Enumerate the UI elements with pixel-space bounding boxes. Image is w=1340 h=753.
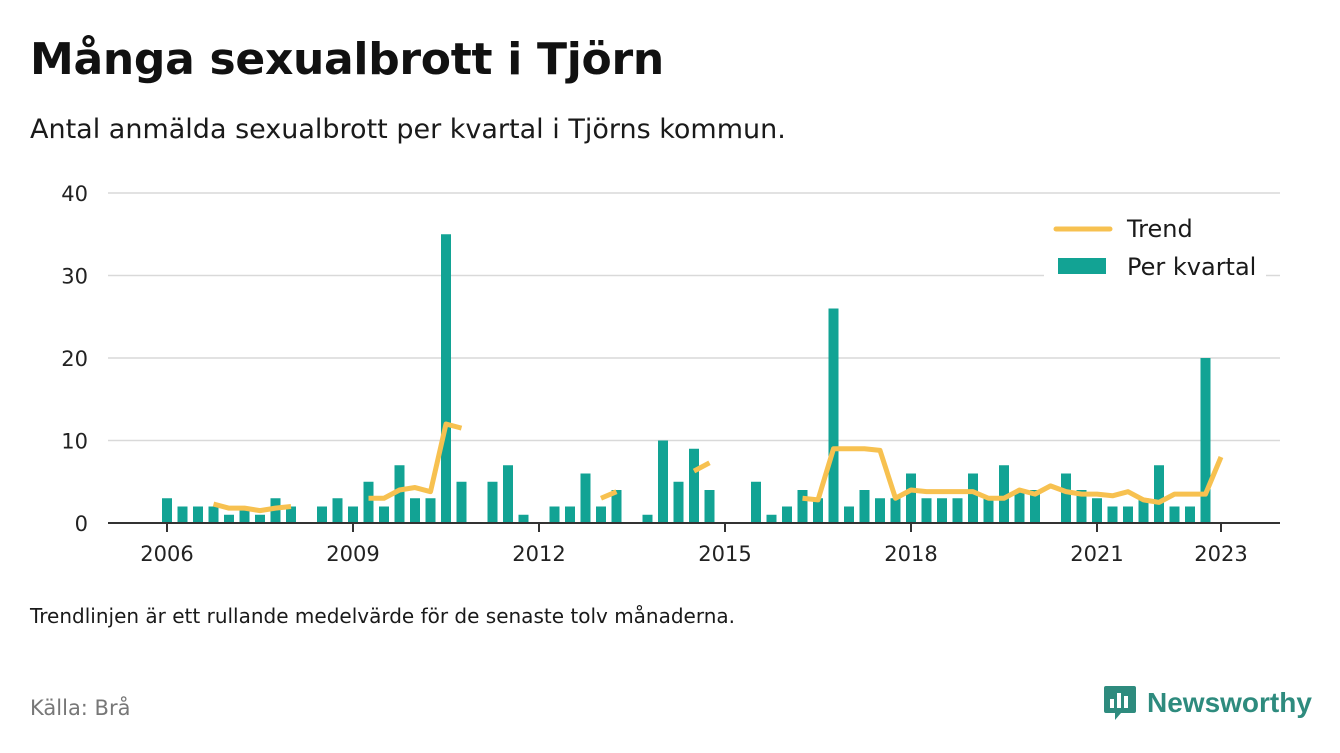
bar <box>1061 473 1071 523</box>
y-axis-labels: 0 10 20 30 40 <box>61 182 88 536</box>
bar <box>332 498 343 523</box>
bar <box>813 498 823 523</box>
newsworthy-logo-icon <box>1104 686 1136 720</box>
y-tick-label: 40 <box>61 182 88 206</box>
bar <box>1138 498 1149 523</box>
bar <box>1200 358 1211 523</box>
bar <box>1169 506 1180 523</box>
bar <box>642 514 653 523</box>
bar <box>952 498 963 523</box>
x-tick-label: 2021 <box>1070 542 1123 566</box>
bar <box>177 506 188 523</box>
bar <box>317 506 327 523</box>
trend-line <box>802 446 1224 505</box>
x-axis-ticks: 2006 2009 2012 2015 2018 2021 2023 <box>140 523 1248 566</box>
y-tick-label: 0 <box>75 512 88 536</box>
brand-logo: Newsworthy <box>1103 684 1312 722</box>
bar <box>394 465 405 523</box>
bar <box>999 465 1009 523</box>
y-tick-label: 30 <box>61 265 88 289</box>
bar <box>193 506 203 523</box>
bar <box>1076 490 1087 523</box>
bar <box>921 498 932 523</box>
trend-line <box>368 421 463 501</box>
bar <box>208 506 219 523</box>
bar <box>890 498 901 523</box>
x-tick-label: 2023 <box>1194 542 1247 566</box>
chart-title: Många sexualbrott i Tjörn <box>30 34 664 85</box>
bar <box>875 498 885 523</box>
bar <box>1107 506 1118 523</box>
bar <box>348 506 358 523</box>
bar <box>1030 490 1040 523</box>
bar <box>751 481 761 523</box>
bar <box>1185 506 1195 523</box>
bar <box>782 506 792 523</box>
bar <box>968 473 978 523</box>
legend: Trend Per kvartal <box>1044 206 1266 281</box>
trend-series <box>212 421 1224 514</box>
x-tick-label: 2009 <box>326 542 379 566</box>
legend-bar-label: Per kvartal <box>1127 253 1256 281</box>
bar <box>983 498 994 523</box>
bar <box>1014 490 1025 523</box>
bar <box>596 506 606 523</box>
bar <box>286 506 296 523</box>
bar <box>425 498 436 523</box>
bar <box>611 490 622 523</box>
bar <box>239 506 250 523</box>
x-tick-label: 2012 <box>512 542 565 566</box>
legend-trend-label: Trend <box>1126 215 1193 243</box>
bar <box>1154 465 1164 523</box>
chart-subtitle: Antal anmälda sexualbrott per kvartal i … <box>30 114 786 145</box>
bar <box>224 514 234 523</box>
x-tick-label: 2018 <box>884 542 937 566</box>
bar <box>503 465 513 523</box>
bar <box>673 481 684 523</box>
trend-line <box>692 460 711 474</box>
bar <box>766 514 777 523</box>
x-tick-label: 2015 <box>698 542 751 566</box>
bar <box>162 498 172 523</box>
bar <box>518 514 529 523</box>
y-tick-label: 20 <box>61 347 88 371</box>
chart: 0 10 20 30 40 2006 2009 2012 2015 2018 2021 2023 T… <box>61 182 1280 566</box>
bar <box>797 490 808 523</box>
bar <box>658 440 668 523</box>
bar <box>689 448 699 523</box>
bar <box>704 490 715 523</box>
bar <box>255 514 265 523</box>
bar <box>844 506 854 523</box>
bar <box>1123 506 1133 523</box>
x-tick-label: 2006 <box>140 542 193 566</box>
bar <box>565 506 575 523</box>
bar <box>487 481 498 523</box>
bar <box>456 481 467 523</box>
trend-line <box>600 489 618 501</box>
bar <box>379 506 389 523</box>
bar <box>410 498 420 523</box>
bar <box>828 308 839 523</box>
source-label: Källa: Brå <box>30 696 131 720</box>
trend-note: Trendlinjen är ett rullande medelvärde f… <box>30 604 736 628</box>
bar <box>937 498 947 523</box>
brand-name: Newsworthy <box>1147 687 1312 718</box>
bar <box>1092 498 1102 523</box>
bar <box>859 490 870 523</box>
legend-bar-swatch <box>1058 258 1106 274</box>
trend-line <box>212 501 292 514</box>
bar <box>441 234 451 523</box>
bar <box>363 481 374 523</box>
bar <box>906 473 916 523</box>
y-tick-label: 10 <box>61 430 88 454</box>
bar <box>549 506 560 523</box>
bar <box>580 473 591 523</box>
